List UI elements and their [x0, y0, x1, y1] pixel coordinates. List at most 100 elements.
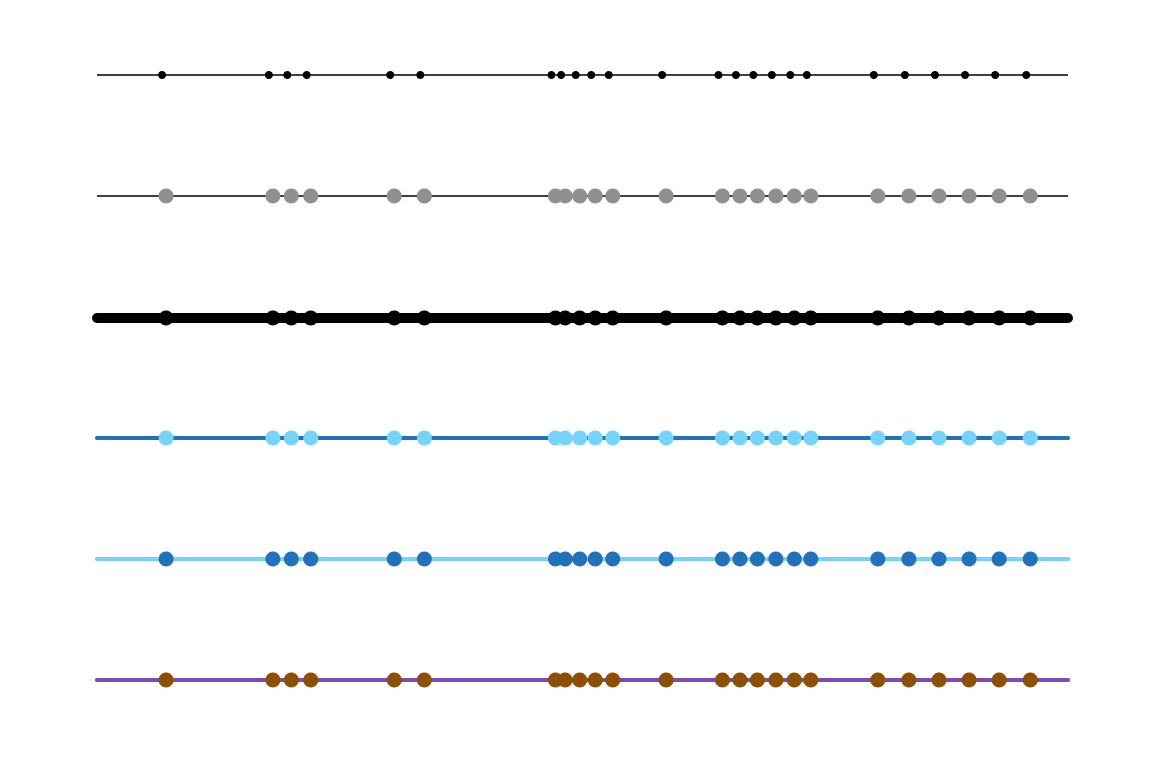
data-point — [283, 430, 299, 446]
data-point — [386, 672, 402, 688]
data-point — [158, 551, 174, 567]
data-point — [901, 430, 917, 446]
data-point — [303, 551, 319, 567]
data-point — [283, 71, 292, 79]
data-point — [732, 310, 748, 326]
data-point — [802, 71, 811, 79]
data-point — [416, 310, 432, 326]
data-point — [386, 188, 402, 204]
data-point — [767, 71, 776, 79]
data-point — [416, 71, 425, 79]
data-point — [283, 310, 299, 326]
data-point — [416, 188, 432, 204]
data-point — [572, 551, 588, 567]
data-point — [900, 71, 909, 79]
data-point — [572, 672, 588, 688]
series-4 — [95, 430, 1070, 446]
data-point — [749, 310, 765, 326]
data-point — [303, 430, 319, 446]
data-point — [714, 551, 730, 567]
data-point — [264, 71, 273, 79]
data-point — [303, 310, 319, 326]
data-point — [768, 188, 784, 204]
data-point — [557, 672, 573, 688]
data-point — [768, 430, 784, 446]
data-point — [714, 188, 730, 204]
data-point — [386, 551, 402, 567]
data-point — [605, 430, 621, 446]
data-point — [265, 430, 281, 446]
data-point — [386, 71, 395, 79]
data-point — [605, 188, 621, 204]
data-point — [416, 551, 432, 567]
data-point — [749, 188, 765, 204]
data-point — [991, 71, 1000, 79]
data-point — [731, 71, 740, 79]
data-point — [961, 551, 977, 567]
data-point — [557, 310, 573, 326]
data-point — [587, 188, 603, 204]
data-point — [158, 672, 174, 688]
data-point — [961, 430, 977, 446]
data-point — [1022, 430, 1038, 446]
data-point — [605, 672, 621, 688]
data-point — [786, 188, 802, 204]
data-point — [658, 188, 674, 204]
data-point — [587, 672, 603, 688]
data-point — [749, 71, 758, 79]
data-point — [571, 71, 580, 79]
data-point — [991, 551, 1007, 567]
data-point — [786, 672, 802, 688]
data-point — [1022, 551, 1038, 567]
series-5 — [95, 551, 1070, 567]
data-point — [557, 430, 573, 446]
data-point — [416, 430, 432, 446]
data-point — [587, 430, 603, 446]
data-point — [1022, 71, 1031, 79]
data-point — [386, 430, 402, 446]
data-point — [283, 188, 299, 204]
data-point — [803, 188, 819, 204]
data-point — [803, 551, 819, 567]
data-point — [658, 71, 667, 79]
data-point — [572, 188, 588, 204]
data-point — [786, 430, 802, 446]
data-point — [870, 430, 886, 446]
data-point — [587, 71, 596, 79]
data-point — [803, 430, 819, 446]
data-point — [557, 188, 573, 204]
data-point — [870, 551, 886, 567]
data-point — [587, 310, 603, 326]
data-point — [961, 672, 977, 688]
data-point — [749, 551, 765, 567]
data-point — [265, 551, 281, 567]
data-point — [302, 71, 311, 79]
data-point — [931, 672, 947, 688]
data-point — [714, 71, 723, 79]
data-point — [961, 188, 977, 204]
data-point — [870, 188, 886, 204]
data-point — [786, 71, 795, 79]
data-point — [768, 672, 784, 688]
data-point — [991, 430, 1007, 446]
data-point — [991, 672, 1007, 688]
data-point — [786, 310, 802, 326]
data-point — [265, 188, 281, 204]
data-point — [768, 551, 784, 567]
data-point — [572, 430, 588, 446]
data-point — [158, 430, 174, 446]
data-point — [604, 71, 613, 79]
data-point — [931, 310, 947, 326]
data-point — [901, 672, 917, 688]
series-1 — [97, 71, 1068, 79]
data-point — [658, 672, 674, 688]
data-point — [557, 71, 566, 79]
data-point — [991, 310, 1007, 326]
data-point — [732, 430, 748, 446]
data-point — [1022, 310, 1038, 326]
data-point — [1022, 672, 1038, 688]
data-point — [991, 188, 1007, 204]
data-point — [658, 430, 674, 446]
data-point — [803, 672, 819, 688]
